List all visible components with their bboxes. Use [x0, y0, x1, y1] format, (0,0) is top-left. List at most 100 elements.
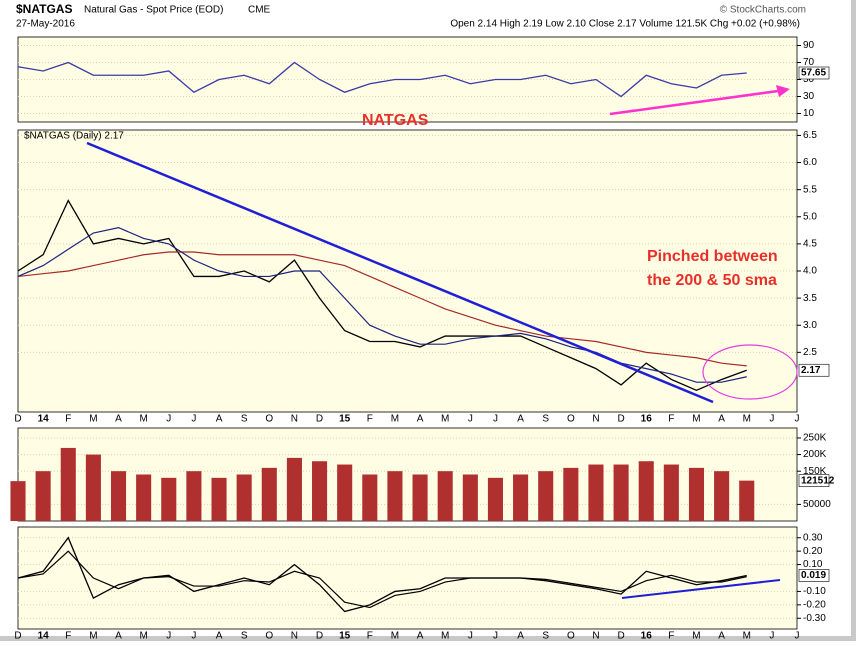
x-tick-label: F — [367, 631, 373, 641]
x-tick-label: N — [592, 631, 599, 641]
x-tick-label: A — [718, 414, 725, 425]
series-line — [17, 199, 747, 392]
x-tick-label: M — [391, 631, 399, 641]
y-tick-label: -0.20 — [803, 599, 826, 610]
volume-bar — [714, 471, 730, 521]
y-tick-label: 4.0 — [803, 266, 817, 277]
highlight-ellipse — [702, 344, 798, 400]
series-line — [17, 61, 747, 98]
arrow — [609, 89, 779, 116]
x-tick-label: S — [241, 631, 248, 641]
x-tick-label: N — [592, 414, 599, 425]
volume-bar — [588, 464, 604, 521]
x-tick-label: M — [743, 631, 751, 641]
x-tick-label: 14 — [38, 414, 50, 425]
security-name: Natural Gas - Spot Price (EOD) — [84, 5, 223, 16]
x-tick-label: S — [542, 631, 549, 641]
series-line — [17, 536, 747, 613]
volume-bar — [663, 464, 679, 521]
volume-bar — [211, 477, 227, 521]
x-tick-label: N — [291, 631, 298, 641]
x-tick-label: M — [89, 631, 97, 641]
x-tick-label: D — [14, 414, 21, 425]
volume-bar — [412, 474, 428, 521]
trendline — [86, 141, 714, 404]
x-tick-label: J — [769, 631, 774, 641]
x-tick-label: J — [166, 631, 171, 641]
x-tick-label: D — [617, 631, 624, 641]
x-tick-label: 16 — [641, 631, 653, 641]
y-tick-label: 4.5 — [803, 239, 817, 250]
x-tick-label: A — [417, 631, 424, 641]
volume-bar — [688, 467, 705, 521]
y-tick-label: 6.0 — [803, 157, 817, 168]
x-tick-label: M — [89, 414, 97, 425]
x-tick-label: J — [795, 631, 800, 641]
volume-bar — [35, 471, 51, 521]
last-value-tag — [798, 66, 830, 80]
volume-bar — [362, 474, 378, 521]
x-tick-label: J — [468, 631, 473, 641]
x-tick-label: 15 — [339, 631, 351, 641]
y-tick-label: 150K — [803, 466, 827, 477]
y-tick-label: 3.5 — [803, 293, 817, 304]
x-tick-label: M — [139, 631, 147, 641]
quote: Open 2.14 High 2.19 Low 2.10 Close 2.17 … — [450, 19, 800, 30]
x-tick-label: M — [692, 414, 700, 425]
y-tick-label: 5.5 — [803, 184, 817, 195]
x-tick-label: 14 — [38, 631, 50, 641]
x-tick-label: O — [567, 631, 575, 641]
x-tick-label: J — [191, 631, 196, 641]
y-tick-label: 3.0 — [803, 320, 817, 331]
y-tick-label: 10 — [803, 108, 815, 119]
x-tick-label: A — [216, 414, 223, 425]
last-value-label: 2.17 — [801, 365, 821, 376]
volume-bar — [161, 477, 177, 521]
volume-bar — [462, 474, 478, 521]
x-tick-label: A — [216, 631, 223, 641]
legend: $NATGAS (Daily) 2.17 — [24, 131, 124, 142]
volume-bar — [513, 474, 529, 521]
volume-bar — [261, 467, 277, 521]
y-tick-label: 250K — [803, 433, 827, 444]
volume-bar — [613, 464, 629, 521]
x-tick-label: F — [367, 414, 373, 425]
y-tick-label: 30 — [803, 91, 815, 102]
annotation: NATGAS — [362, 112, 429, 129]
x-tick-label: S — [542, 414, 549, 425]
x-tick-label: S — [241, 414, 248, 425]
last-value-tag — [798, 474, 830, 487]
x-tick-label: F — [65, 631, 71, 641]
panels: 90 70 50 30 10 57.65 6.5 6.0 5.5 5.0 4.5 4.0 3.5 3.0 2… — [10, 36, 835, 642]
annotation: Pinched between — [647, 248, 778, 265]
y-tick-label: 0.10 — [803, 559, 823, 570]
x-tick-label: M — [139, 414, 147, 425]
volume-bar — [136, 474, 152, 521]
series-line — [17, 550, 747, 609]
y-tick-label: -0.30 — [803, 613, 826, 624]
x-tick-label: M — [441, 631, 449, 641]
x-tick-label: F — [668, 414, 674, 425]
last-value-label: 0.019 — [801, 570, 826, 581]
last-value-tag — [798, 569, 830, 582]
y-tick-label: 5.0 — [803, 211, 817, 222]
x-tick-label: F — [668, 631, 674, 641]
y-tick-label: 0.30 — [803, 532, 823, 543]
x-tick-label: D — [14, 631, 21, 641]
volume-bar — [312, 461, 328, 521]
x-tick-label: J — [493, 414, 498, 425]
x-tick-label: O — [265, 631, 273, 641]
x-tick-label: J — [769, 414, 774, 425]
volume-bar — [286, 457, 302, 521]
frame — [851, 0, 856, 641]
x-tick-label: D — [316, 631, 323, 641]
volume-bar — [387, 471, 403, 521]
x-tick-label: A — [115, 631, 122, 641]
x-tick-label: N — [291, 414, 298, 425]
y-tick-label: 6.5 — [803, 130, 817, 141]
x-tick-label: D — [617, 414, 624, 425]
annotation: the 200 & 50 sma — [647, 272, 777, 289]
y-tick-label: 0.20 — [803, 546, 823, 557]
x-tick-label: A — [517, 631, 524, 641]
x-tick-label: M — [391, 414, 399, 425]
